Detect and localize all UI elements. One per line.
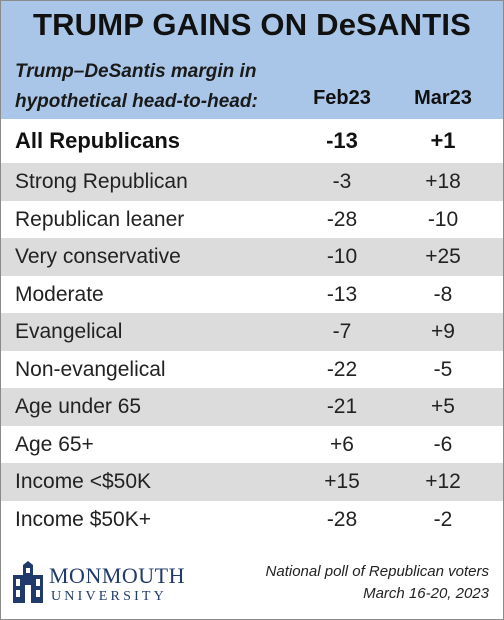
row-label: Republican leaner bbox=[15, 207, 185, 231]
row-label: Evangelical bbox=[15, 320, 123, 343]
column-header-feb: Feb23 bbox=[313, 87, 371, 109]
row-value-mar: +5 bbox=[431, 395, 455, 418]
row-label: Non-evangelical bbox=[15, 357, 166, 381]
row-label: Income <$50K bbox=[15, 470, 152, 493]
table-row-total: All Republicans -13 +1 bbox=[1, 119, 503, 163]
poll-note-line-1: National poll of Republican voters bbox=[265, 563, 489, 580]
table-row: Age 65+ +6 -6 bbox=[1, 426, 503, 464]
row-value-feb: -28 bbox=[326, 207, 358, 231]
logo-name: MONMOUTH bbox=[49, 563, 185, 588]
row-value-mar: +1 bbox=[430, 128, 456, 153]
row-value-feb: -10 bbox=[326, 245, 358, 268]
university-building-icon bbox=[13, 561, 43, 603]
table-row: Evangelical -7 +9 bbox=[1, 313, 503, 351]
row-label: Very conservative bbox=[15, 245, 181, 268]
table-row: Income $50K+ -28 -2 bbox=[1, 501, 503, 539]
row-value-feb: -7 bbox=[332, 320, 352, 343]
row-label: Age 65+ bbox=[15, 432, 94, 456]
row-value-mar: -2 bbox=[433, 507, 453, 531]
poll-note: National poll of Republican voters March… bbox=[209, 561, 489, 605]
footer: MONMOUTH UNIVERSITY National poll of Rep… bbox=[1, 549, 503, 619]
row-label: Moderate bbox=[15, 282, 104, 306]
row-value-feb: -28 bbox=[326, 507, 358, 531]
row-label: Income $50K+ bbox=[15, 507, 152, 531]
poll-note-line-2: March 16-20, 2023 bbox=[363, 585, 489, 602]
table-row: Age under 65 -21 +5 bbox=[1, 388, 503, 426]
subtitle-line-2: hypothetical head-to-head: bbox=[15, 91, 258, 112]
table-row: Republican leaner -28 -10 bbox=[1, 201, 503, 239]
row-value-feb: -22 bbox=[326, 357, 358, 381]
row-label: Age under 65 bbox=[15, 395, 142, 418]
monmouth-logo: MONMOUTH UNIVERSITY bbox=[11, 557, 201, 609]
row-value-mar: +9 bbox=[431, 320, 455, 343]
row-value-feb: -13 bbox=[326, 282, 358, 306]
table-row: Non-evangelical -22 -5 bbox=[1, 351, 503, 389]
header-band: TRUMP GAINS ON DeSANTIS Trump–DeSantis m… bbox=[1, 1, 503, 119]
table-row: Moderate -13 -8 bbox=[1, 276, 503, 314]
row-value-mar: +18 bbox=[425, 170, 461, 193]
table-row: Very conservative -10 +25 bbox=[1, 238, 503, 276]
row-value-mar: +12 bbox=[425, 470, 461, 493]
row-value-feb: -13 bbox=[326, 128, 358, 153]
row-value-mar: -6 bbox=[433, 432, 453, 456]
row-value-mar: -8 bbox=[433, 282, 453, 306]
row-value-feb: -3 bbox=[332, 170, 352, 193]
column-header-mar: Mar23 bbox=[414, 87, 472, 109]
row-value-mar: +25 bbox=[425, 245, 461, 268]
table-row: Income <$50K +15 +12 bbox=[1, 463, 503, 501]
subtitle: Trump–DeSantis margin in hypothetical he… bbox=[15, 57, 335, 117]
row-value-feb: +6 bbox=[330, 432, 354, 456]
results-table: All Republicans -13 +1 Strong Republican… bbox=[1, 119, 503, 538]
logo-subname: UNIVERSITY bbox=[51, 589, 167, 604]
row-value-feb: -21 bbox=[326, 395, 358, 418]
row-value-mar: -5 bbox=[433, 357, 453, 381]
row-label: All Republicans bbox=[15, 128, 181, 153]
subtitle-line-1: Trump–DeSantis margin in bbox=[15, 61, 257, 82]
page-title: TRUMP GAINS ON DeSANTIS bbox=[32, 7, 472, 42]
row-value-mar: -10 bbox=[427, 207, 459, 231]
table-row: Strong Republican -3 +18 bbox=[1, 163, 503, 201]
row-value-feb: +15 bbox=[324, 470, 360, 493]
row-label: Strong Republican bbox=[15, 170, 188, 193]
